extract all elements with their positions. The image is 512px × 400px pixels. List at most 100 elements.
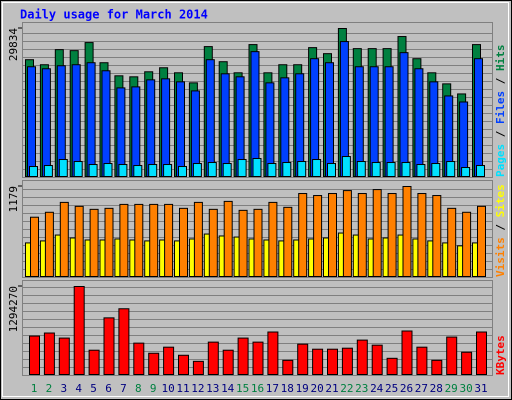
bar: [223, 200, 233, 277]
bar: [250, 51, 260, 177]
bar: [432, 195, 442, 277]
bar: [220, 73, 230, 177]
bar: [29, 166, 38, 178]
bar: [252, 341, 264, 375]
x-tick-label: 24: [370, 382, 384, 395]
bar: [265, 82, 275, 177]
x-tick-label: 25: [385, 382, 398, 395]
bar: [27, 66, 36, 177]
x-tick-label: 4: [75, 382, 82, 395]
legend: KBytes: [494, 335, 507, 375]
bar: [43, 332, 55, 375]
bar: [446, 336, 458, 375]
x-tick-label: 20: [310, 382, 323, 395]
legend: Pages / Files / Hits: [494, 45, 507, 178]
x-tick-label: 27: [415, 382, 428, 395]
bar: [71, 64, 81, 177]
bar: [401, 330, 413, 376]
bar: [387, 193, 397, 277]
bar: [164, 203, 174, 278]
bar: [416, 346, 428, 376]
bar: [44, 211, 54, 278]
legend-entry: Files: [494, 91, 507, 124]
bar: [447, 207, 457, 278]
bar: [341, 347, 353, 376]
x-tick-label: 3: [60, 382, 67, 395]
bar: [178, 166, 187, 178]
bar: [341, 156, 351, 177]
legend-separator: /: [494, 217, 507, 237]
bar: [148, 164, 158, 178]
bar: [414, 68, 424, 177]
bar: [477, 205, 486, 277]
bar: [267, 163, 277, 178]
x-tick-label: 29: [445, 382, 458, 395]
x-tick-label: 16: [251, 382, 264, 395]
bar: [89, 208, 99, 277]
bar: [312, 159, 322, 177]
bar: [237, 337, 249, 375]
bar: [474, 58, 483, 178]
bar: [402, 186, 412, 277]
bar: [118, 308, 130, 376]
x-tick-label: 26: [400, 382, 413, 395]
legend-entry: Hits: [494, 45, 507, 72]
bar: [133, 165, 143, 177]
bar: [163, 164, 173, 178]
x-tick-label: 19: [296, 382, 309, 395]
bar: [118, 164, 128, 178]
bar: [371, 344, 383, 375]
x-tick-label: 17: [266, 382, 279, 395]
bar: [325, 62, 334, 177]
bar: [73, 161, 83, 177]
bar: [342, 190, 352, 278]
bar: [146, 79, 156, 177]
bar: [313, 195, 323, 277]
x-tick-label: 2: [46, 382, 53, 395]
bar: [310, 58, 320, 178]
bar: [193, 201, 203, 277]
bar: [131, 86, 141, 177]
bar: [252, 158, 262, 177]
x-tick-label: 9: [150, 382, 157, 395]
bar: [476, 331, 487, 375]
x-tick-label: 21: [325, 382, 338, 395]
bar: [282, 359, 294, 376]
bar: [356, 161, 366, 177]
x-tick-label: 6: [105, 382, 112, 395]
bar: [88, 349, 100, 375]
bar: [116, 87, 126, 177]
x-tick-label: 18: [281, 382, 294, 395]
bar: [237, 159, 247, 177]
bar: [101, 70, 111, 177]
x-tick-label: 23: [355, 382, 368, 395]
bar: [384, 66, 394, 177]
bar: [386, 162, 396, 177]
bar: [462, 211, 472, 278]
y-tick-label: 29834: [7, 28, 20, 61]
bar: [416, 164, 426, 178]
x-tick-label: 11: [176, 382, 189, 395]
bar: [446, 161, 456, 177]
bar: [369, 66, 379, 177]
bar: [327, 163, 336, 178]
bar: [357, 193, 367, 277]
bar: [222, 163, 232, 178]
bar: [207, 341, 219, 375]
bar: [429, 81, 439, 177]
frame-inner: [2, 2, 509, 397]
x-tick-label: 28: [430, 382, 443, 395]
bar: [253, 208, 263, 277]
bar: [354, 66, 364, 177]
bar: [328, 193, 337, 277]
bar: [268, 201, 278, 277]
bar: [207, 162, 217, 177]
bar: [192, 360, 204, 376]
bar: [283, 206, 293, 277]
bar: [459, 101, 469, 177]
bar: [133, 342, 145, 375]
bar: [298, 193, 308, 277]
bar: [297, 343, 309, 376]
bar: [29, 335, 40, 376]
